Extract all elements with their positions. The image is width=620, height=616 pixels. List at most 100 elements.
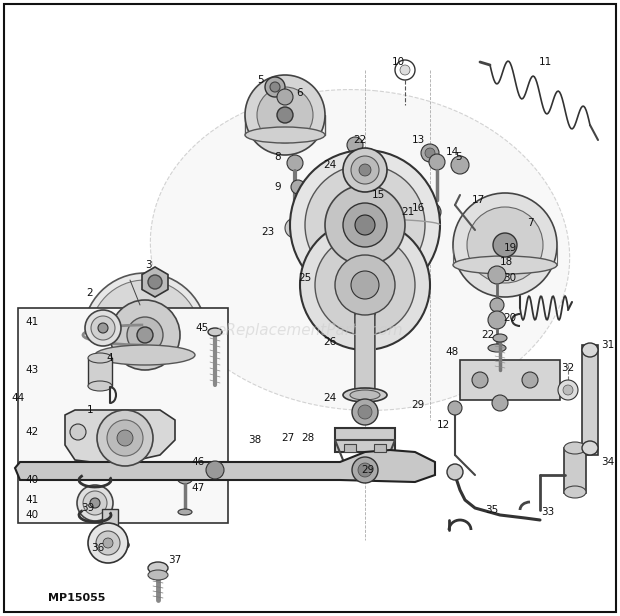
Text: 10: 10 — [391, 57, 405, 67]
Circle shape — [206, 461, 224, 479]
Circle shape — [395, 60, 415, 80]
Bar — [355, 310, 375, 390]
Circle shape — [343, 148, 387, 192]
Text: 13: 13 — [412, 135, 425, 145]
Circle shape — [315, 235, 415, 335]
Circle shape — [351, 156, 379, 184]
Text: 6: 6 — [297, 88, 303, 98]
Text: 5: 5 — [257, 75, 264, 85]
Polygon shape — [15, 450, 435, 482]
Circle shape — [103, 538, 113, 548]
Circle shape — [493, 233, 517, 257]
Circle shape — [467, 207, 543, 283]
Text: 17: 17 — [471, 195, 485, 205]
Text: 40: 40 — [25, 475, 38, 485]
Ellipse shape — [245, 127, 325, 143]
Ellipse shape — [564, 442, 586, 454]
Text: 41: 41 — [25, 495, 38, 505]
Circle shape — [352, 457, 378, 483]
Text: 43: 43 — [25, 365, 38, 375]
Circle shape — [107, 420, 143, 456]
Bar — [564, 447, 586, 493]
Circle shape — [257, 87, 313, 143]
Text: 40: 40 — [25, 510, 38, 520]
Circle shape — [285, 218, 305, 238]
Text: 5: 5 — [454, 152, 461, 162]
Circle shape — [176, 466, 194, 484]
Circle shape — [343, 203, 387, 247]
Text: 24: 24 — [324, 393, 337, 403]
Text: 26: 26 — [324, 337, 337, 347]
Circle shape — [359, 164, 371, 176]
Text: 11: 11 — [538, 57, 552, 67]
Text: 30: 30 — [503, 273, 516, 283]
Circle shape — [358, 463, 372, 477]
Text: 33: 33 — [541, 507, 555, 517]
Circle shape — [180, 470, 190, 480]
Circle shape — [127, 317, 163, 353]
Circle shape — [355, 215, 375, 235]
Text: 42: 42 — [25, 427, 38, 437]
Ellipse shape — [148, 570, 168, 580]
Circle shape — [85, 310, 121, 346]
Circle shape — [347, 137, 363, 153]
Circle shape — [490, 298, 504, 312]
Bar — [18, 308, 228, 523]
Circle shape — [492, 395, 508, 411]
Text: MP15055: MP15055 — [48, 593, 105, 603]
Circle shape — [425, 148, 435, 158]
Circle shape — [137, 327, 153, 343]
Circle shape — [429, 154, 445, 170]
Text: 3: 3 — [144, 260, 151, 270]
Polygon shape — [582, 345, 598, 455]
Circle shape — [70, 424, 86, 440]
Ellipse shape — [564, 486, 586, 498]
Text: 9: 9 — [275, 182, 281, 192]
Text: 21: 21 — [401, 207, 415, 217]
Circle shape — [265, 77, 285, 97]
Polygon shape — [142, 267, 168, 297]
Ellipse shape — [88, 353, 112, 363]
Ellipse shape — [493, 334, 507, 342]
Circle shape — [110, 300, 180, 370]
Circle shape — [91, 316, 115, 340]
Ellipse shape — [95, 345, 195, 365]
Text: 20: 20 — [503, 313, 516, 323]
Text: 2: 2 — [87, 288, 94, 298]
Text: 36: 36 — [91, 543, 105, 553]
Ellipse shape — [343, 388, 387, 402]
Text: 24: 24 — [324, 160, 337, 170]
Text: 16: 16 — [412, 203, 425, 213]
Circle shape — [558, 380, 578, 400]
Circle shape — [488, 311, 506, 329]
Text: 45: 45 — [195, 323, 208, 333]
Ellipse shape — [350, 390, 380, 400]
Text: eReplacementParts.com: eReplacementParts.com — [216, 323, 404, 338]
Circle shape — [148, 275, 162, 289]
Text: 44: 44 — [11, 393, 25, 403]
Text: 48: 48 — [445, 347, 459, 357]
Circle shape — [472, 372, 488, 388]
Bar — [88, 358, 112, 386]
Ellipse shape — [150, 89, 570, 410]
Polygon shape — [460, 360, 560, 400]
Text: 39: 39 — [81, 503, 95, 513]
Circle shape — [352, 399, 378, 425]
Text: 19: 19 — [503, 243, 516, 253]
Text: 15: 15 — [371, 190, 384, 200]
Bar — [335, 428, 395, 452]
Text: 27: 27 — [281, 433, 294, 443]
Text: 4: 4 — [107, 353, 113, 363]
Text: 22: 22 — [353, 135, 366, 145]
Text: 7: 7 — [526, 218, 533, 228]
Ellipse shape — [91, 538, 129, 552]
Circle shape — [291, 180, 305, 194]
Circle shape — [305, 165, 425, 285]
Text: 32: 32 — [561, 363, 575, 373]
Text: 47: 47 — [192, 483, 205, 493]
Text: 18: 18 — [499, 257, 513, 267]
Circle shape — [90, 280, 200, 390]
Circle shape — [83, 491, 107, 515]
Ellipse shape — [178, 509, 192, 515]
Ellipse shape — [582, 343, 598, 357]
